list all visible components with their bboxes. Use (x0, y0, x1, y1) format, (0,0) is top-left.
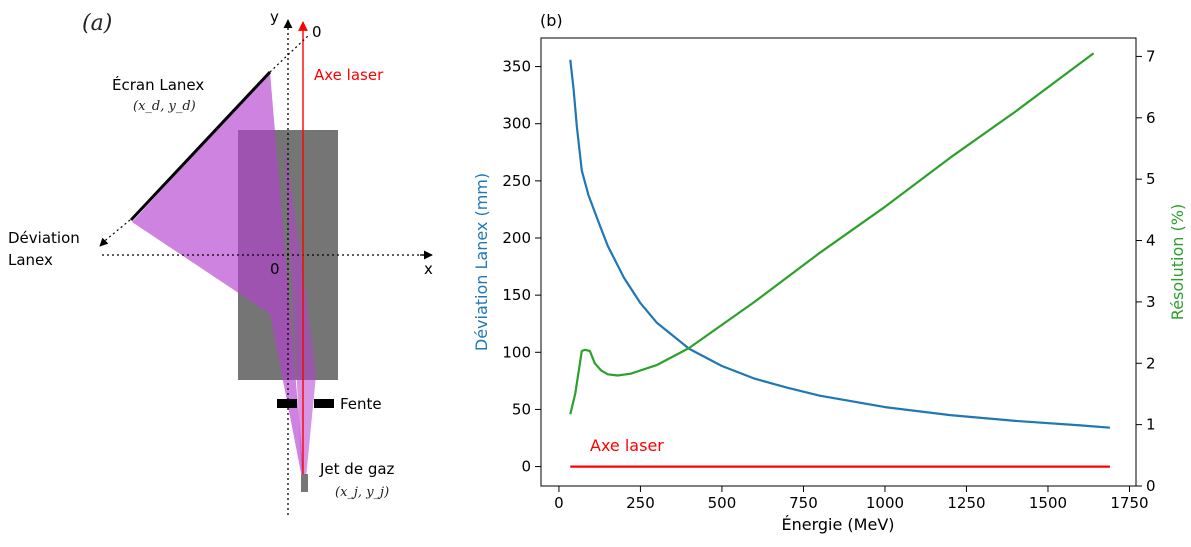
right-y-tick-label: 3 (1146, 293, 1156, 311)
x-tick-label: 1000 (866, 494, 904, 512)
right-y-tick-label: 5 (1146, 170, 1156, 188)
deviation-curve (569, 59, 1110, 429)
left-y-tick-label: 150 (502, 286, 531, 304)
deviation-arrow (99, 237, 109, 247)
right-y-tick-label: 6 (1146, 109, 1156, 127)
left-y-tick-label: 100 (502, 343, 531, 361)
gas-jet-label: Jet de gaz (319, 460, 395, 478)
gas-jet-coords: (x_j, y_j) (335, 485, 389, 500)
deviation-label-line2: Lanex (8, 251, 53, 269)
x-tick-label: 250 (626, 494, 655, 512)
gas-jet (301, 474, 308, 492)
panel-a-label: (a) (82, 11, 112, 36)
x-tick-label: 1500 (1029, 494, 1067, 512)
x-tick-label: 1750 (1110, 494, 1148, 512)
x-tick-label: 1250 (947, 494, 985, 512)
origin-top-label: 0 (312, 23, 322, 41)
slit-label: Fente (340, 395, 382, 413)
left-y-tick-label: 0 (521, 458, 531, 476)
x-tick-label: 0 (554, 494, 564, 512)
right-y-tick-label: 7 (1146, 47, 1156, 65)
deviation-label-line1: Déviation (8, 229, 80, 247)
chart-panel: (b) 0 250 500 750 1000 1250 1500 1750 050100150… (472, 11, 1187, 534)
resolution-curve (569, 52, 1095, 415)
origin-center-label: 0 (270, 260, 280, 278)
right-y-tick-label: 0 (1146, 477, 1156, 495)
lanex-screen-coords: (x_d, y_d) (133, 99, 196, 114)
x-axis-label: x (424, 260, 433, 278)
right-y-tick-label: 2 (1146, 354, 1156, 372)
y-axis-label: y (270, 8, 279, 26)
right-y-axis-title: Résolution (%) (1168, 204, 1187, 320)
x-ticks: 0 250 500 750 1000 1250 1500 1750 (554, 486, 1149, 512)
lanex-screen-label: Écran Lanex (112, 75, 204, 94)
x-axis-title: Énergie (MeV) (782, 515, 895, 534)
deviation-dotted (100, 219, 131, 245)
right-y-tick-label: 4 (1146, 232, 1156, 250)
laser-axis-annotation: Axe laser (590, 436, 664, 455)
left-y-tick-label: 300 (502, 115, 531, 133)
slit-left-bar (277, 399, 297, 408)
electron-beam-core (284, 140, 316, 478)
schematic-panel: (a) y 0 (8, 8, 433, 515)
laser-axis-label: Axe laser (314, 66, 384, 84)
left-y-tick-label: 50 (512, 400, 531, 418)
electron-beam-fan (132, 72, 304, 478)
left-y-ticks: 0 50 100 150 200 250 300 350 (502, 58, 541, 476)
lanex-screen (129, 70, 272, 222)
right-y-ticks: 0 1 2 3 4 5 6 7 (1136, 47, 1156, 495)
series-group (569, 52, 1110, 468)
left-y-axis-title: Déviation Lanex (mm) (472, 173, 491, 351)
left-y-tick-label: 250 (502, 172, 531, 190)
panel-b-label: (b) (540, 11, 563, 30)
screen-extension-dotted (269, 33, 311, 73)
right-y-tick-label: 1 (1146, 416, 1156, 434)
x-tick-label: 500 (708, 494, 737, 512)
slit-right-bar (314, 399, 334, 408)
left-y-tick-label: 350 (502, 58, 531, 76)
plot-frame (540, 37, 1137, 487)
x-tick-label: 750 (789, 494, 818, 512)
left-y-tick-label: 200 (502, 229, 531, 247)
